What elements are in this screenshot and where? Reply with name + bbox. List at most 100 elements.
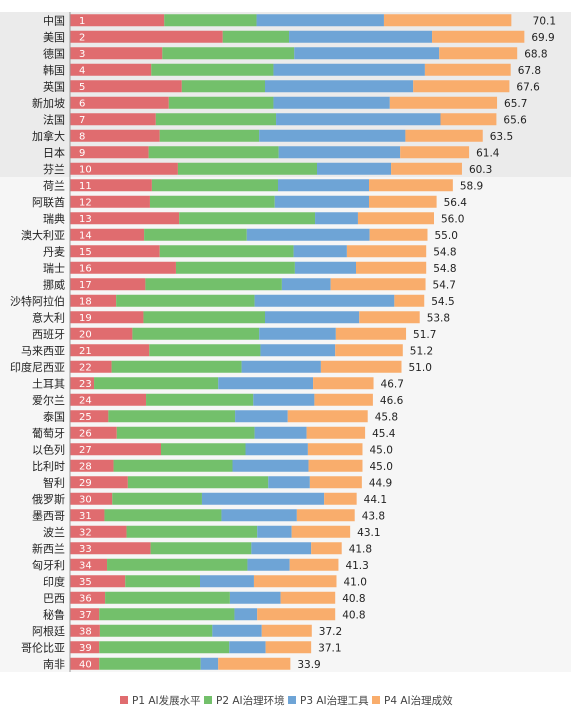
bar-segment-p3 [278,179,369,192]
country-label: 英国 [43,79,65,93]
bar-segment-p3 [232,459,309,472]
legend-swatch-p4 [372,696,380,704]
bar-segment-p2 [177,162,317,175]
bar-segment-p2 [155,113,277,126]
rank-label: 17 [79,280,92,291]
bar-segment-p4 [357,212,434,225]
total-value-label: 40.8 [342,593,365,605]
country-label: 印度 [43,574,65,588]
bar-segment-p2 [148,146,279,159]
bar-segment-p3 [260,344,336,357]
bar-segment-p4 [400,146,470,159]
total-value-label: 41.8 [349,543,372,555]
bar-segment-p4 [257,608,336,621]
rank-label: 19 [79,313,92,324]
bar-segment-p3 [293,245,347,258]
total-value-label: 45.4 [372,428,396,440]
rank-label: 12 [79,197,92,208]
bar-segment-p4 [313,377,374,390]
bar-segment-p2 [126,525,258,538]
bar-segment-p1 [70,195,150,208]
bar-segment-p4 [369,179,453,192]
country-label: 日本 [43,145,65,159]
bar-segment-p4 [356,261,427,274]
bar-segment-p2 [222,30,290,43]
bar-segment-p2 [107,558,248,571]
bar-segment-p1 [70,492,113,505]
bar-segment-p2 [144,228,247,241]
bar-segment-p4 [424,63,511,76]
legend-swatch-p3 [288,696,296,704]
rank-label: 21 [79,346,92,357]
rank-label: 37 [79,610,92,621]
country-label: 以色列 [32,442,65,456]
bar-segment-p4 [389,96,498,109]
country-label: 泰国 [43,409,65,423]
total-value-label: 54.5 [431,296,454,308]
country-label: 智利 [43,475,65,489]
bar-segment-p3 [289,30,433,43]
bar-segment-p2 [168,96,274,109]
bar-segment-p2 [146,393,254,406]
rank-label: 11 [79,181,92,192]
total-value-label: 37.2 [319,626,342,638]
rank-label: 40 [79,659,92,670]
total-value-label: 51.0 [409,362,432,374]
rank-label: 7 [79,115,85,126]
country-label: 瑞典 [43,211,65,225]
country-label: 巴西 [43,592,65,605]
bar-segment-p3 [273,96,390,109]
rank-label: 13 [79,214,92,225]
bar-segment-p3 [246,228,370,241]
bar-segment-p1 [70,129,160,142]
bar-segment-p1 [70,80,182,93]
rank-label: 20 [79,329,92,340]
bar-segment-p3 [268,476,310,489]
total-value-label: 67.6 [516,81,540,93]
total-value-label: 56.0 [441,213,464,225]
country-label: 美国 [43,31,65,44]
total-value-label: 69.9 [531,32,554,44]
country-label: 葡萄牙 [32,427,65,440]
total-value-label: 41.3 [345,560,368,572]
rank-label: 39 [79,643,92,654]
rank-label: 25 [79,412,92,423]
bar-segment-p4 [320,360,402,373]
bar-segment-p3 [254,294,395,307]
bar-segment-p1 [70,509,105,522]
bar-segment-p1 [70,558,108,571]
bar-segment-p1 [70,212,180,225]
total-value-label: 37.1 [318,642,341,654]
bar-segment-p4 [253,575,337,588]
bar-segment-p2 [143,311,265,324]
bar-segment-p1 [70,525,127,538]
country-label: 南非 [43,658,65,671]
bar-segment-p3 [251,542,312,555]
total-value-label: 65.7 [504,98,527,110]
bar-segment-p2 [104,509,222,522]
bar-segment-p4 [346,245,427,258]
bar-segment-p1 [70,542,151,555]
rank-label: 31 [79,511,92,522]
total-value-label: 46.6 [380,395,404,407]
country-label: 挪威 [43,277,65,291]
bar-segment-p1 [70,410,109,423]
bar-segment-p4 [291,525,351,538]
bar-segment-p4 [324,492,357,505]
bar-segment-p2 [161,443,246,456]
country-label: 印度尼西亚 [10,360,65,374]
rank-label: 35 [79,577,92,588]
bar-segment-p4 [218,657,291,670]
rank-label: 18 [79,296,92,307]
total-value-label: 41.0 [344,576,367,588]
bar-segment-p4 [296,509,355,522]
country-label: 比利时 [32,460,65,473]
bar-segment-p1 [70,459,114,472]
bar-segment-p4 [280,591,336,604]
bar-segment-p2 [179,212,316,225]
bar-segment-p2 [145,278,282,291]
bar-segment-p2 [105,591,230,604]
bar-segment-p2 [151,179,278,192]
total-value-label: 70.1 [533,15,556,27]
bar-segment-p2 [132,327,260,340]
